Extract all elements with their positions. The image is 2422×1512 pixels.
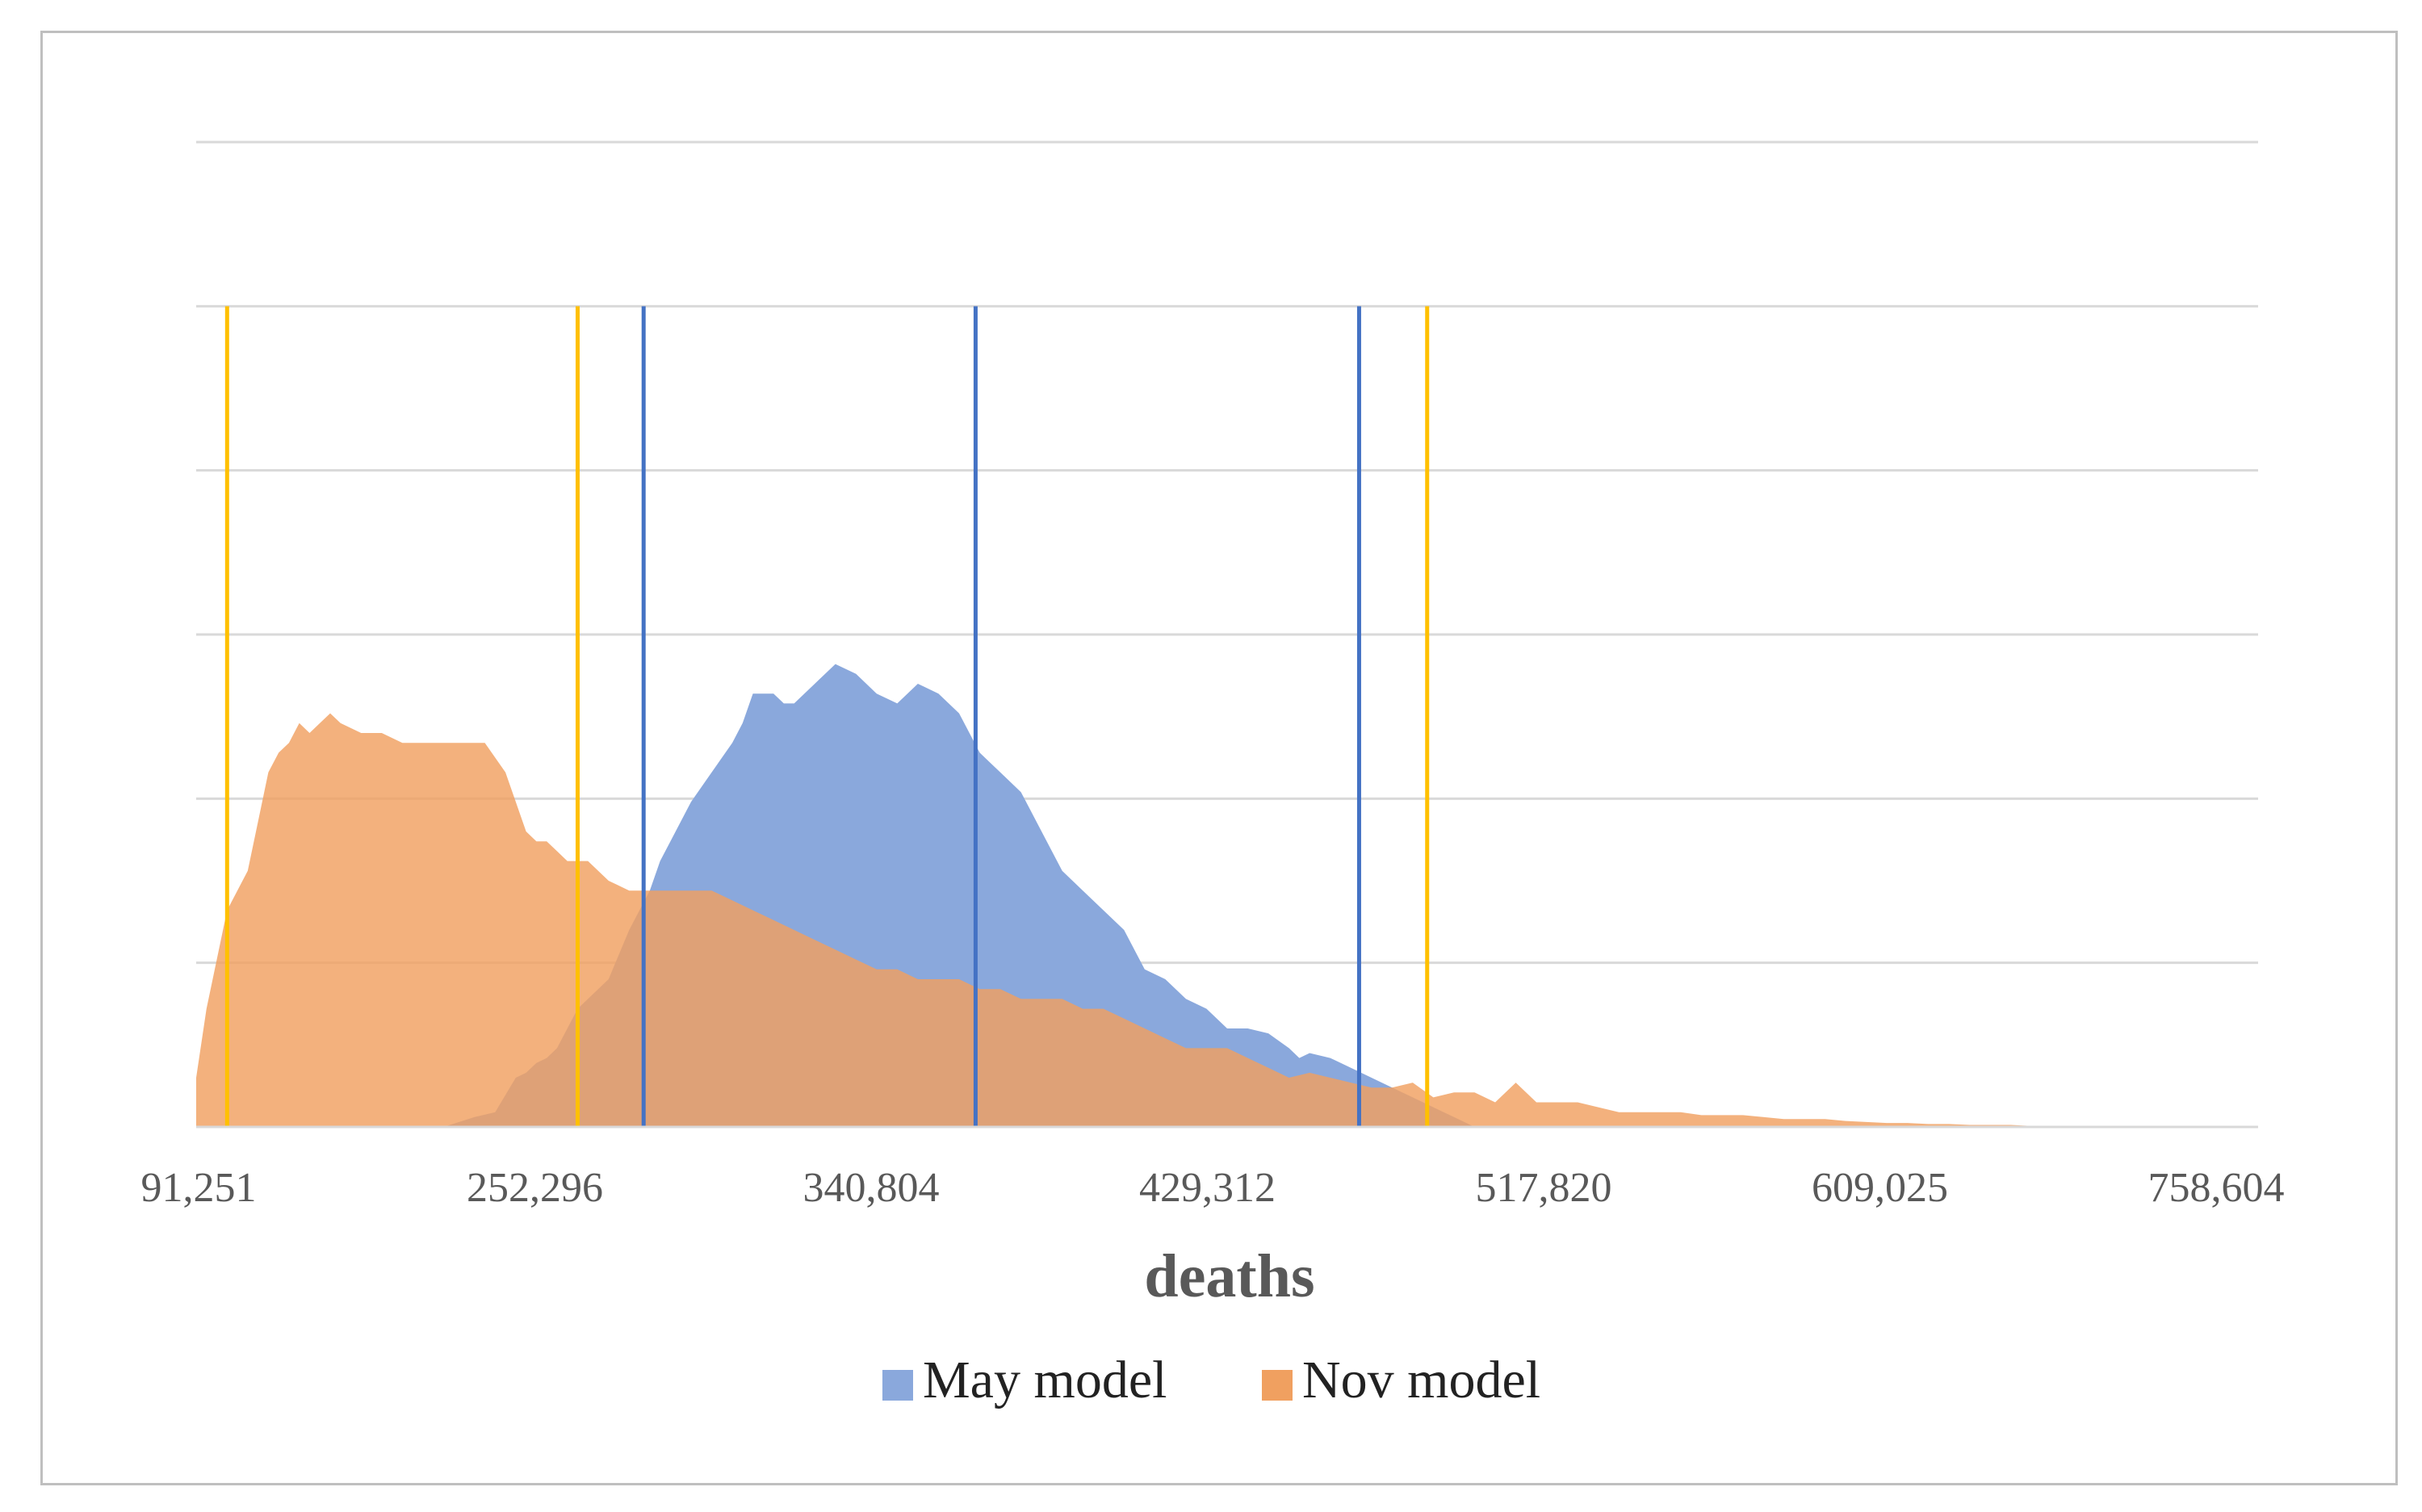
legend-label-may: May model — [923, 1351, 1167, 1409]
x-tick-label-5: 609,025 — [1812, 1165, 1948, 1211]
x-tick-label-1: 252,296 — [467, 1165, 603, 1211]
legend-swatch-nov — [1262, 1370, 1293, 1401]
x-tick-label-0: 91,251 — [141, 1165, 257, 1211]
x-tick-label-4: 517,820 — [1476, 1165, 1612, 1211]
chart-frame: 91,251 252,296 340,804 429,312 517,820 609,02… — [40, 31, 2398, 1485]
gridlines — [196, 140, 2258, 965]
x-tick-label-6: 758,604 — [2148, 1165, 2285, 1211]
legend-swatch-may — [882, 1370, 913, 1401]
x-tick-label-2: 340,804 — [803, 1165, 940, 1211]
x-tick-label-3: 429,312 — [1139, 1165, 1276, 1211]
legend-label-nov: Nov model — [1302, 1351, 1540, 1409]
chart: 91,251 252,296 340,804 429,312 517,820 609,02… — [141, 140, 2285, 1409]
series-area-nov-model — [196, 713, 2258, 1127]
x-tick-labels: 91,251 252,296 340,804 429,312 517,820 609,02… — [141, 1165, 2285, 1211]
interval-lines — [224, 306, 1430, 1127]
series-areas — [196, 664, 2258, 1127]
legend: May model Nov model — [882, 1351, 1540, 1409]
x-axis-title: deaths — [1144, 1242, 1314, 1310]
